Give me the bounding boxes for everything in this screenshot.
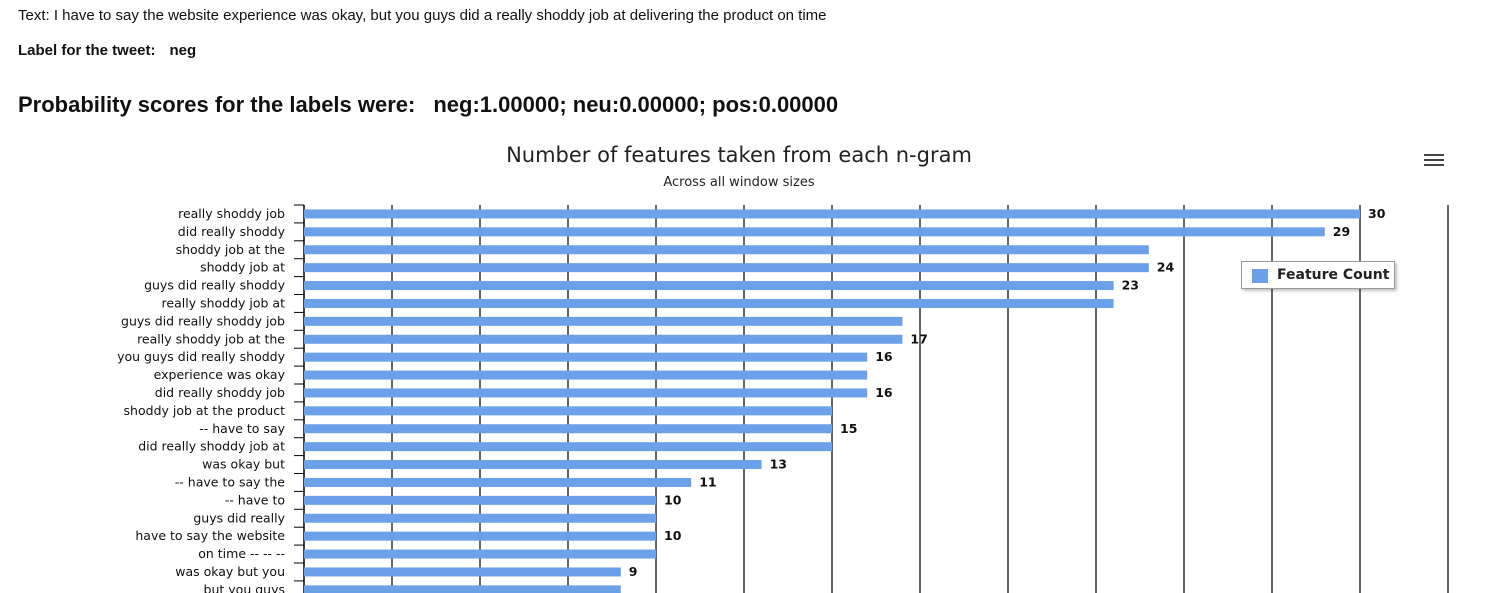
bar [304, 531, 656, 541]
chart-subtitle: Across all window sizes [663, 175, 814, 190]
category-label: shoddy job at the product [124, 403, 286, 418]
bar-value-label: 9 [629, 564, 638, 579]
bar-value-label: 16 [875, 349, 893, 364]
category-label: guys did really shoddy [144, 278, 286, 293]
tweet-text: Text: I have to say the website experien… [18, 7, 827, 24]
bar [304, 513, 656, 523]
tweet-label-value: neg [169, 42, 197, 59]
category-label: did really shoddy job at [138, 439, 285, 454]
legend-swatch [1252, 269, 1268, 283]
category-label: was okay but [202, 457, 285, 472]
category-label: really shoddy job at the [137, 331, 285, 346]
probability-scores: Probability scores for the labels were: n… [18, 92, 838, 118]
bar [304, 316, 903, 326]
bar-value-label: 24 [1157, 260, 1175, 275]
category-label: on time -- -- -- [198, 546, 285, 561]
bar [304, 245, 1149, 255]
category-label: but you guys [204, 582, 285, 593]
bar [304, 406, 832, 416]
bar [304, 567, 621, 577]
legend-label: Feature Count [1277, 267, 1390, 283]
category-label: -- have to say the [175, 474, 286, 489]
bar [304, 460, 762, 470]
bar [304, 281, 1114, 291]
bar [304, 263, 1149, 273]
bar [304, 585, 621, 593]
category-label: was okay but you [175, 564, 285, 579]
category-label: -- have to [225, 492, 285, 507]
bar [304, 227, 1325, 237]
bar-value-label: 11 [699, 474, 716, 489]
bar [304, 209, 1360, 219]
tweet-label-prefix: Label for the tweet: [18, 42, 156, 59]
chart-legend[interactable]: Feature Count [1241, 261, 1395, 289]
bar [304, 495, 656, 505]
probability-prefix: Probability scores for the labels were: [18, 92, 416, 117]
bar-value-label: 10 [664, 528, 682, 543]
bar-value-label: 16 [875, 385, 893, 400]
bar-value-label: 10 [664, 492, 682, 507]
hamburger-menu-icon[interactable] [1424, 151, 1444, 167]
bar-value-label: 13 [770, 457, 787, 472]
probability-values: neg:1.00000; neu:0.00000; pos:0.00000 [433, 92, 839, 117]
category-label: guys did really shoddy job [121, 313, 285, 328]
category-label: shoddy job at the [176, 242, 286, 257]
bar-value-label: 23 [1122, 278, 1139, 293]
bar-value-label: 30 [1368, 206, 1386, 221]
chart-title: Number of features taken from each n-gra… [506, 143, 972, 167]
category-label: guys did really [193, 510, 285, 525]
bar [304, 352, 868, 362]
tweet-label-line: Label for the tweet: neg [18, 42, 196, 59]
bar [304, 424, 832, 434]
bar-value-label: 17 [910, 331, 927, 346]
category-label: did really shoddy [178, 224, 286, 239]
category-label: experience was okay [154, 367, 286, 382]
bar [304, 370, 868, 380]
bar-value-label: 15 [840, 421, 857, 436]
category-label: really shoddy job at [162, 295, 286, 310]
category-label: have to say the website [135, 528, 285, 543]
bar-value-label: 29 [1333, 224, 1350, 239]
category-label: you guys did really shoddy [117, 349, 285, 364]
category-label: did really shoddy job [155, 385, 285, 400]
bar [304, 334, 903, 344]
category-label: shoddy job at [200, 260, 285, 275]
bar [304, 388, 868, 398]
bar [304, 477, 692, 487]
category-label: really shoddy job [178, 206, 285, 221]
bar [304, 298, 1114, 308]
bar [304, 442, 832, 452]
category-label: -- have to say [199, 421, 285, 436]
bar [304, 549, 656, 559]
